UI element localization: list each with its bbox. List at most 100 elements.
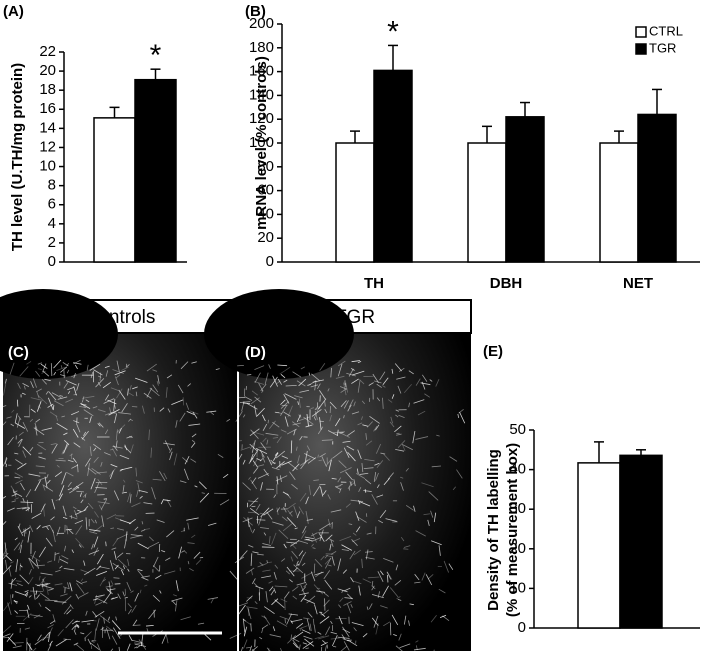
fiber xyxy=(265,591,268,603)
fiber xyxy=(362,578,372,584)
fiber xyxy=(137,542,149,550)
fiber xyxy=(319,616,330,624)
fiber xyxy=(41,584,45,592)
fiber xyxy=(169,451,173,461)
fiber xyxy=(80,403,87,406)
fiber xyxy=(32,586,36,600)
fiber xyxy=(96,597,108,604)
fiber xyxy=(259,449,265,458)
fiber xyxy=(298,506,304,515)
fiber xyxy=(152,369,158,372)
fiber xyxy=(89,642,100,650)
fiber xyxy=(290,618,303,623)
fiber xyxy=(114,564,119,570)
fiber xyxy=(108,581,112,594)
y-tick-label: 10 xyxy=(39,158,56,175)
fiber xyxy=(114,376,119,386)
fiber xyxy=(109,470,114,480)
fiber xyxy=(387,399,393,403)
fiber xyxy=(342,569,347,574)
fiber xyxy=(253,457,259,467)
x-tick-label: TH xyxy=(364,275,384,292)
fiber xyxy=(157,375,160,384)
fiber xyxy=(156,380,159,386)
fiber xyxy=(324,626,331,636)
fiber xyxy=(400,536,405,542)
fiber xyxy=(285,384,297,387)
fiber xyxy=(85,517,88,530)
fiber xyxy=(338,431,350,438)
fiber xyxy=(2,458,8,467)
fiber xyxy=(33,614,41,619)
fiber xyxy=(303,583,308,588)
fiber xyxy=(174,600,178,612)
fiber xyxy=(269,376,278,388)
fiber xyxy=(430,615,437,623)
fiber xyxy=(315,571,323,578)
fiber xyxy=(314,635,325,640)
fiber xyxy=(53,371,57,376)
fiber xyxy=(67,582,70,589)
fiber xyxy=(357,422,363,426)
fiber xyxy=(297,455,300,464)
x-tick-label: DBH xyxy=(490,275,523,292)
micrographs xyxy=(0,289,471,651)
fiber xyxy=(342,628,351,634)
fiber xyxy=(424,393,431,398)
fiber xyxy=(118,646,120,651)
fiber xyxy=(251,477,257,484)
fiber xyxy=(283,411,291,417)
fiber xyxy=(180,616,191,621)
fiber xyxy=(373,426,378,432)
fiber xyxy=(77,509,82,512)
fiber xyxy=(85,399,90,403)
fiber xyxy=(72,428,79,438)
fiber xyxy=(290,440,293,454)
fiber xyxy=(91,467,101,475)
fiber xyxy=(284,597,286,611)
fiber xyxy=(325,557,332,569)
fiber xyxy=(282,523,293,532)
fiber xyxy=(276,461,285,469)
fiber xyxy=(246,606,258,609)
fiber xyxy=(15,559,19,573)
fiber xyxy=(327,430,339,436)
fiber xyxy=(257,563,267,568)
fiber xyxy=(83,431,87,437)
fiber xyxy=(248,500,258,503)
fiber xyxy=(266,647,271,651)
fiber xyxy=(345,382,349,393)
fiber xyxy=(304,581,308,585)
fiber xyxy=(58,493,63,501)
fiber xyxy=(84,457,91,467)
fiber xyxy=(250,479,258,490)
fiber xyxy=(113,445,118,451)
fiber xyxy=(362,633,368,638)
fiber xyxy=(94,511,99,518)
fiber xyxy=(207,597,218,600)
fiber xyxy=(242,517,253,523)
fiber xyxy=(276,507,281,512)
fiber xyxy=(293,564,304,574)
bar xyxy=(619,454,663,629)
fiber xyxy=(332,645,337,648)
fiber xyxy=(76,383,80,391)
fiber xyxy=(53,359,62,369)
fiber xyxy=(127,603,132,608)
fiber xyxy=(81,430,89,440)
fiber xyxy=(38,456,46,460)
fiber xyxy=(435,379,440,387)
fiber xyxy=(99,372,102,381)
fiber xyxy=(318,459,323,462)
fiber xyxy=(352,538,361,543)
fiber xyxy=(60,366,68,373)
fiber xyxy=(74,626,76,631)
fiber xyxy=(339,483,343,486)
fiber xyxy=(19,563,21,571)
fiber xyxy=(314,406,320,418)
fiber xyxy=(28,557,34,569)
fiber xyxy=(319,453,326,458)
fiber xyxy=(128,634,133,642)
fiber xyxy=(35,465,45,468)
fiber xyxy=(182,397,185,406)
